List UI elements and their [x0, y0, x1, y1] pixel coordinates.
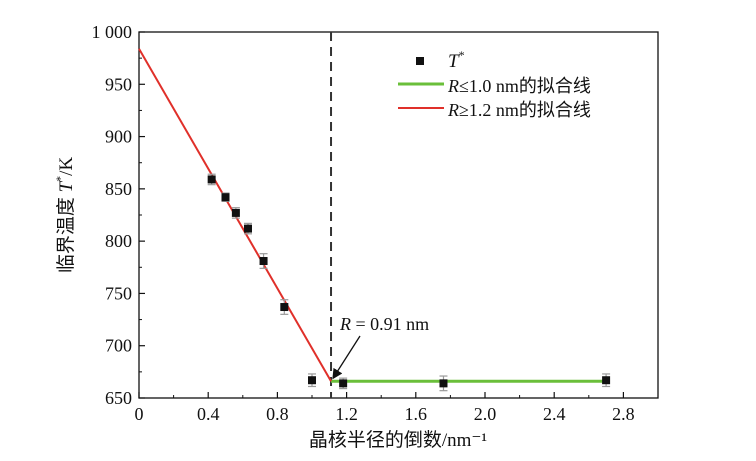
annotation-var: R [339, 314, 351, 334]
data-point [308, 376, 316, 385]
data-points [207, 173, 611, 392]
data-point [280, 303, 289, 312]
data-point [221, 193, 230, 202]
legend-label-green: R≤1.0 nm的拟合线 [447, 76, 591, 96]
y-tick-label: 700 [105, 336, 132, 356]
x-axis-label: 晶核半径的倒数/nm⁻¹ [309, 429, 488, 451]
y-axis-label-sup: * [53, 176, 67, 182]
y-tick-label: 650 [105, 388, 132, 408]
legend-red-var: R [447, 100, 459, 120]
data-point [602, 376, 611, 385]
y-axis-label-unit: /K [56, 157, 77, 176]
y-tick-label: 750 [105, 283, 132, 303]
x-tick-label: 2.4 [543, 404, 566, 424]
legend-green-var: R [447, 76, 459, 96]
legend-red-rest: ≥1.2 nm的拟合线 [459, 100, 591, 120]
annotation-label: R = 0.91 nm [339, 314, 429, 334]
y-tick-label: 850 [105, 179, 132, 199]
y-tick-label: 950 [105, 74, 132, 94]
legend-label-red: R≥1.2 nm的拟合线 [447, 100, 591, 120]
data-point [259, 257, 268, 266]
annotation-rest: = 0.91 nm [351, 314, 429, 334]
x-axis: 0 0.4 0.8 1.2 1.6 2.0 2.4 2.8 [135, 392, 659, 424]
y-axis: 650 700 750 800 850 900 950 1 000 [92, 22, 145, 408]
x-tick-label: 1.6 [405, 404, 428, 424]
x-tick-label: 2.0 [474, 404, 497, 424]
legend-label-points: T* [448, 48, 465, 72]
data-point [231, 208, 240, 217]
annotation: R = 0.91 nm [332, 314, 429, 380]
legend-marker-points [416, 57, 424, 65]
legend: T* R≤1.0 nm的拟合线 R≥1.2 nm的拟合线 [398, 48, 591, 120]
y-axis-label-var: T [56, 180, 77, 192]
data-point [207, 175, 216, 184]
data-point [243, 224, 252, 233]
x-tick-label: 1.2 [335, 404, 358, 424]
x-tick-label: 0.4 [197, 404, 220, 424]
y-axis-label-main: 临界温度 [55, 192, 77, 273]
x-tick-label: 2.8 [612, 404, 635, 424]
y-tick-label: 800 [105, 231, 132, 251]
data-point [339, 379, 348, 388]
x-tick-label: 0 [135, 404, 144, 424]
y-tick-label: 900 [105, 127, 132, 147]
data-point [439, 379, 448, 388]
y-tick-label: 1 000 [92, 22, 133, 42]
x-tick-label: 0.8 [266, 404, 289, 424]
y-axis-label: 临界温度 T*/K [53, 157, 77, 274]
annotation-arrow [332, 335, 361, 380]
legend-green-rest: ≤1.0 nm的拟合线 [459, 76, 591, 96]
